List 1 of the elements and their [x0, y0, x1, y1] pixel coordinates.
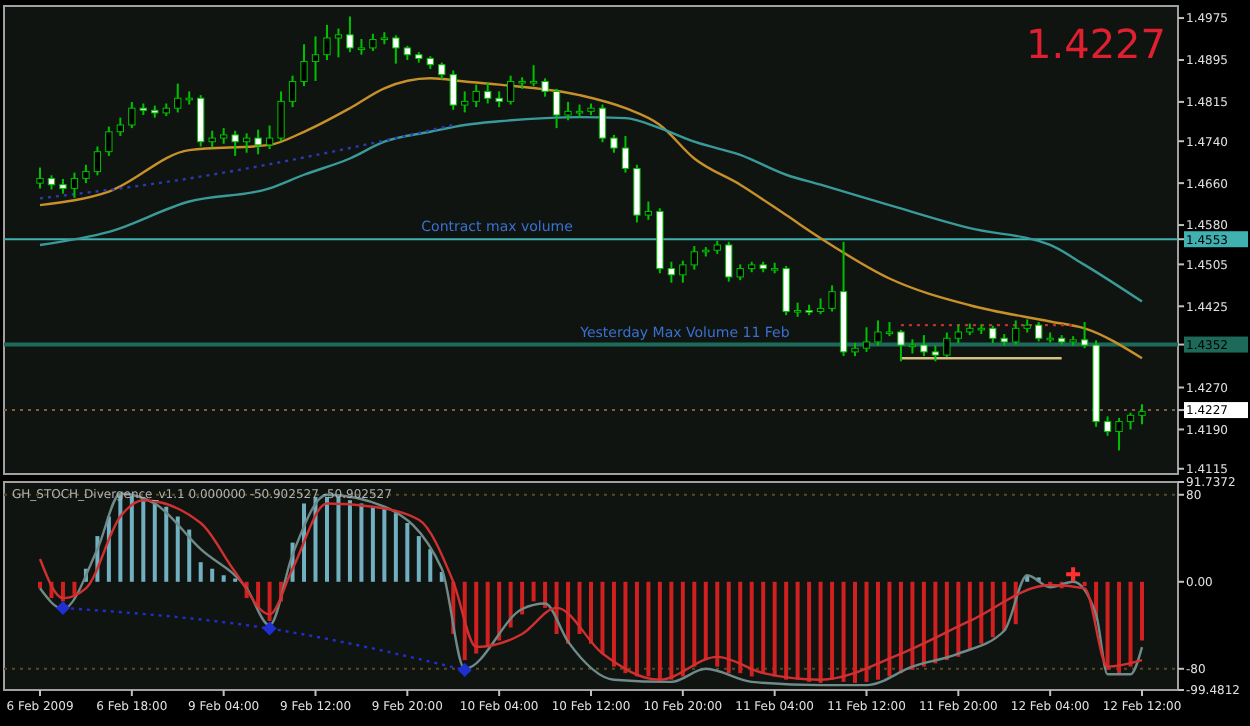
annotation: 1.4227	[1026, 20, 1166, 68]
